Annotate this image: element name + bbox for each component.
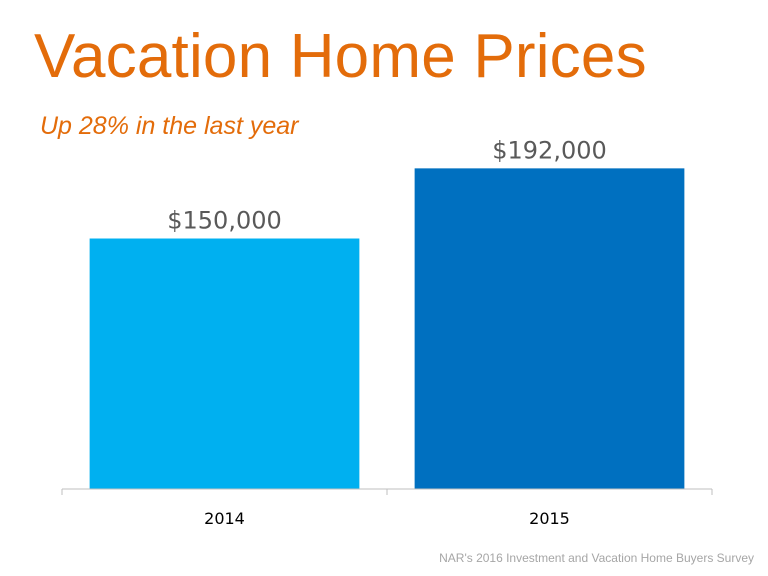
x-tick-label-2015: 2015	[529, 509, 570, 528]
page-subtitle: Up 28% in the last year	[40, 112, 299, 140]
bar-2015	[414, 168, 685, 490]
bar-2014	[89, 238, 360, 489]
page-title: Vacation Home Prices	[34, 22, 647, 91]
source-note: NAR's 2016 Investment and Vacation Home …	[439, 551, 754, 565]
x-tick-label-2014: 2014	[204, 509, 245, 528]
data-label-2015: $192,000	[492, 136, 607, 164]
data-label-2014: $150,000	[167, 207, 282, 235]
